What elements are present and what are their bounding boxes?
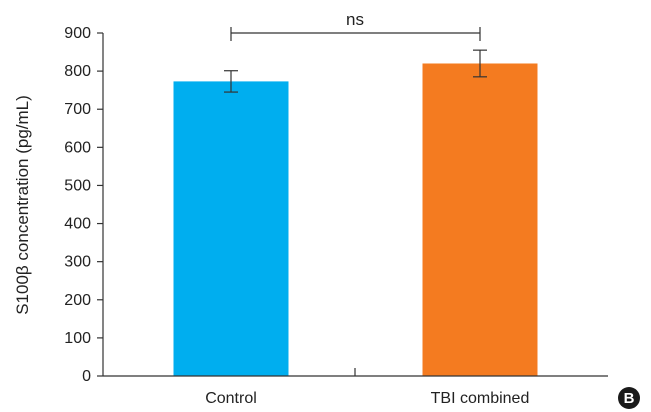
y-axis-label: S100β concentration (pg/mL) (13, 95, 32, 315)
panel-badge: B (618, 387, 640, 409)
y-tick-label-7: 700 (64, 101, 91, 118)
bar-0 (173, 81, 289, 376)
y-tick-label-4: 400 (64, 216, 91, 233)
bars (173, 49, 538, 376)
y-tick-label-2: 200 (64, 292, 91, 309)
x-category-label-0: Control (205, 390, 257, 407)
y-tick-label-0: 0 (82, 368, 91, 385)
y-tick-label-8: 800 (64, 63, 91, 80)
x-category-label-1: TBI combined (431, 390, 530, 407)
significance-bracket: ns (230, 10, 481, 41)
panel-label: B (624, 390, 635, 407)
y-tick-label-9: 900 (64, 25, 91, 42)
y-tick-label-1: 100 (64, 330, 91, 347)
y-tick-label-3: 300 (64, 254, 91, 271)
y-axis-ticks: 0 100 200 300 400 500 600 700 800 900 (64, 25, 103, 385)
y-tick-label-6: 600 (64, 139, 91, 156)
x-axis-categories: Control TBI combined (205, 390, 529, 407)
bar-1 (422, 63, 538, 376)
y-tick-label-5: 500 (64, 177, 91, 194)
panel-badge-circle (618, 387, 640, 409)
significance-label: ns (346, 10, 364, 29)
